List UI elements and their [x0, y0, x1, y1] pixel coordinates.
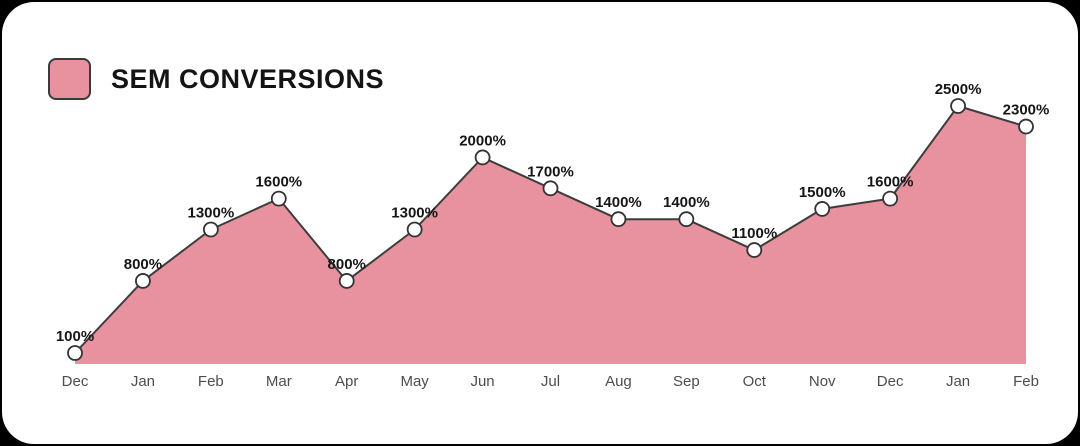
x-axis-label: Aug — [605, 373, 632, 390]
x-axis-label: Feb — [198, 373, 224, 390]
x-axis-label: May — [400, 373, 429, 390]
data-point-marker — [542, 180, 559, 197]
x-axis-label: Apr — [335, 373, 358, 390]
data-point-marker — [882, 190, 899, 207]
x-axis-label: Jun — [470, 373, 494, 390]
x-axis-label: Jan — [946, 373, 970, 390]
data-point-marker — [610, 211, 627, 228]
value-label: 1100% — [731, 225, 777, 242]
value-label: 1600% — [255, 174, 302, 191]
area-fill — [75, 106, 1026, 364]
data-point-marker — [474, 149, 491, 166]
value-label: 2000% — [459, 132, 506, 149]
x-axis-label: Mar — [266, 373, 292, 390]
x-axis-label: Dec — [62, 373, 89, 390]
value-label: 1400% — [663, 194, 710, 211]
data-point-marker — [406, 221, 423, 238]
value-label: 800% — [124, 256, 162, 273]
value-label: 1300% — [187, 205, 234, 222]
value-label: 800% — [328, 256, 366, 273]
x-axis-label: Feb — [1013, 373, 1039, 390]
value-label: 1600% — [867, 174, 914, 191]
value-label: 2300% — [1003, 102, 1050, 119]
x-axis-label: Jan — [131, 373, 155, 390]
value-label: 100% — [56, 328, 94, 345]
data-point-marker — [814, 201, 831, 217]
x-axis-label: Sep — [673, 373, 700, 390]
value-label: 1500% — [799, 184, 846, 201]
value-label: 1300% — [391, 205, 438, 222]
x-axis-label: Jul — [541, 373, 560, 390]
data-point-marker — [950, 98, 966, 114]
data-point-marker — [270, 190, 287, 207]
value-label: 1400% — [595, 194, 642, 211]
data-point-marker — [135, 273, 151, 289]
legend-swatch — [48, 58, 91, 100]
x-axis-label: Nov — [809, 373, 836, 390]
x-axis-label: Oct — [743, 373, 767, 390]
data-point-marker — [67, 345, 83, 361]
data-point-marker — [338, 273, 355, 289]
chart-legend: SEM CONVERSIONS — [48, 58, 384, 100]
data-point-marker — [202, 221, 219, 238]
data-point-marker — [1018, 118, 1034, 135]
data-point-marker — [678, 211, 695, 228]
value-label: 2500% — [935, 81, 982, 98]
chart-title: SEM CONVERSIONS — [111, 63, 385, 94]
value-label: 1700% — [527, 163, 574, 180]
data-point-marker — [746, 242, 763, 258]
x-axis-label: Dec — [877, 373, 904, 390]
